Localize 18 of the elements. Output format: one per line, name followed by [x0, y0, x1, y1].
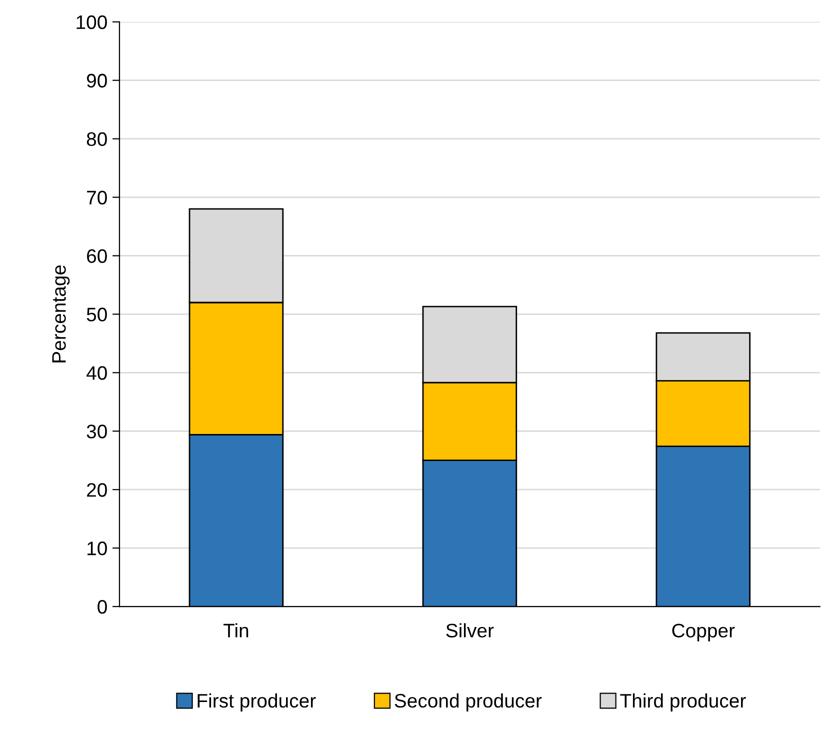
- legend-label: Third producer: [620, 693, 746, 712]
- legend-label: Second producer: [394, 693, 542, 712]
- y-tick-label: 100: [76, 15, 107, 30]
- y-tick-label: 0: [98, 600, 107, 614]
- y-tick-label: 70: [87, 190, 107, 205]
- y-tick-label: 50: [86, 308, 107, 322]
- y-tick-label: 30: [86, 424, 107, 438]
- y-tick-label: 80: [86, 132, 107, 146]
- y-axis-title: Percentage: [52, 265, 70, 362]
- x-tick-label: Copper: [672, 624, 735, 642]
- y-tick-label: 60: [87, 249, 107, 263]
- y-tick-label: 90: [86, 74, 107, 88]
- x-tick-label: Tin: [224, 623, 248, 638]
- y-tick-label: 40: [86, 366, 107, 380]
- y-tick-label: 20: [87, 483, 107, 497]
- legend-label: First producer: [198, 693, 316, 712]
- y-tick-label: 10: [88, 542, 107, 556]
- x-tick-label: Silver: [446, 623, 494, 638]
